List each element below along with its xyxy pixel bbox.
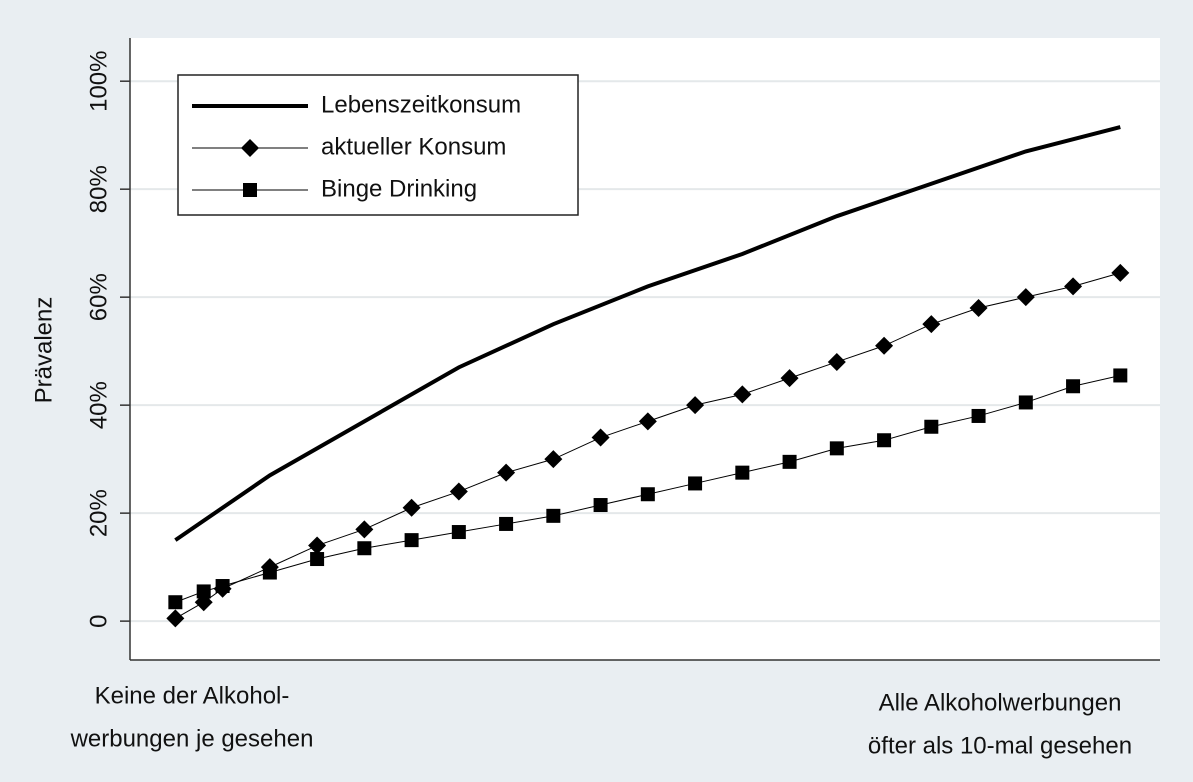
point bbox=[780, 369, 799, 388]
y-tick-label: 60% bbox=[85, 273, 112, 321]
y-tick-label: 80% bbox=[85, 165, 112, 213]
point bbox=[640, 487, 655, 502]
point bbox=[782, 454, 797, 469]
point bbox=[1064, 277, 1083, 296]
point bbox=[922, 315, 941, 334]
legend-label: aktueller Konsum bbox=[321, 133, 506, 160]
point bbox=[310, 552, 325, 567]
point bbox=[593, 498, 608, 513]
series-line bbox=[175, 374, 1121, 603]
y-tick-label: 100% bbox=[85, 50, 112, 111]
series-line bbox=[174, 125, 1121, 542]
point bbox=[402, 498, 421, 517]
point bbox=[357, 541, 372, 556]
point bbox=[688, 476, 703, 491]
point bbox=[1113, 368, 1128, 383]
point bbox=[877, 433, 892, 448]
legend-label: Lebenszeitkonsum bbox=[321, 91, 521, 118]
x-label-left: werbungen je gesehen bbox=[70, 725, 314, 752]
point bbox=[1016, 288, 1035, 307]
point bbox=[733, 385, 752, 404]
point bbox=[971, 408, 986, 423]
point bbox=[969, 298, 988, 317]
legend-marker bbox=[241, 139, 259, 157]
point bbox=[1066, 379, 1081, 394]
point bbox=[355, 520, 374, 539]
point bbox=[546, 508, 561, 523]
point bbox=[827, 352, 846, 371]
point bbox=[499, 516, 514, 531]
point bbox=[196, 584, 211, 599]
point bbox=[451, 525, 466, 540]
point bbox=[544, 450, 563, 469]
point bbox=[166, 609, 185, 628]
point bbox=[1111, 263, 1130, 282]
point bbox=[875, 336, 894, 355]
point bbox=[829, 441, 844, 456]
point bbox=[924, 419, 939, 434]
legend-marker bbox=[243, 183, 257, 197]
point bbox=[215, 579, 230, 594]
point bbox=[449, 482, 468, 501]
y-tick-label: 0 bbox=[85, 614, 112, 627]
y-tick-label: 20% bbox=[85, 489, 112, 537]
point bbox=[308, 536, 327, 555]
y-axis-label: Prävalenz bbox=[30, 297, 57, 404]
series-line bbox=[175, 272, 1121, 619]
x-label-right: öfter als 10-mal gesehen bbox=[868, 732, 1132, 759]
point bbox=[1018, 395, 1033, 410]
point bbox=[686, 396, 705, 415]
y-tick-label: 40% bbox=[85, 381, 112, 429]
point bbox=[262, 565, 277, 580]
x-label-right: Alle Alkoholwerbungen bbox=[879, 689, 1122, 716]
x-label-left: Keine der Alkohol- bbox=[95, 682, 290, 709]
point bbox=[735, 465, 750, 480]
point bbox=[168, 595, 183, 610]
legend-label: Binge Drinking bbox=[321, 175, 477, 202]
point bbox=[404, 533, 419, 548]
point bbox=[497, 463, 516, 482]
point bbox=[638, 412, 657, 431]
point bbox=[591, 428, 610, 447]
